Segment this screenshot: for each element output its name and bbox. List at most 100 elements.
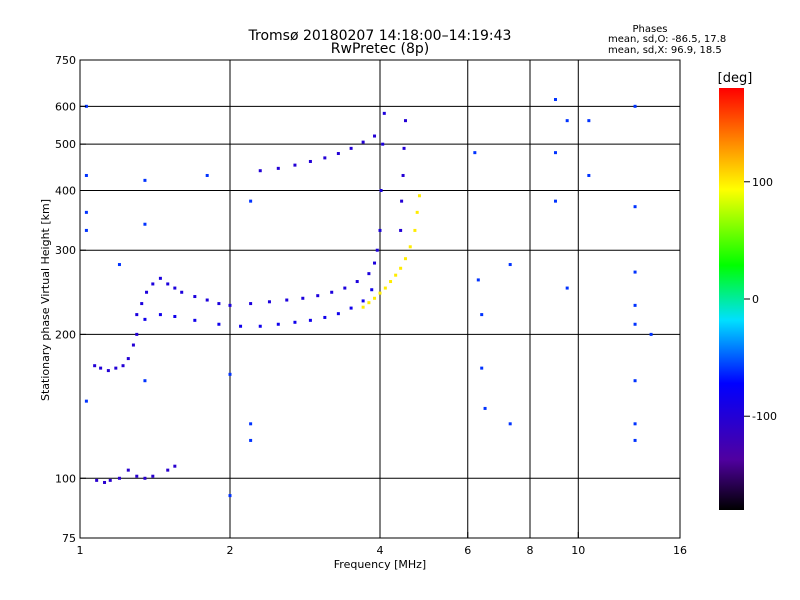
data-point — [285, 298, 289, 302]
data-point — [145, 290, 149, 294]
data-point — [401, 173, 405, 177]
data-point — [553, 199, 557, 203]
x-axis: 1 2 4 6 8 10 16 — [77, 532, 687, 557]
data-point — [249, 302, 253, 306]
data-point — [84, 210, 88, 214]
data-point — [508, 422, 512, 426]
data-point — [117, 476, 121, 480]
data-point — [267, 300, 271, 304]
data-point — [205, 298, 209, 302]
data-point — [173, 464, 177, 468]
data-point — [135, 313, 139, 317]
data-point — [373, 296, 377, 300]
data-point — [633, 270, 637, 274]
data-point — [367, 272, 371, 276]
data-point — [378, 291, 382, 295]
data-point — [126, 468, 130, 472]
data-point — [370, 288, 374, 292]
data-point — [228, 372, 232, 376]
phases-o-stats: mean, sd,O: -86.5, 17.8 — [608, 34, 726, 45]
data-point — [373, 134, 377, 138]
data-point — [121, 364, 125, 368]
data-point — [114, 366, 118, 370]
chart-title: Tromsø 20180207 14:18:00–14:19:43 — [248, 28, 512, 44]
chart-subtitle: RwPretec (8p) — [331, 41, 429, 57]
data-point — [361, 140, 365, 144]
colorbar-tick-label: 0 — [752, 293, 759, 306]
data-point — [349, 146, 353, 150]
y-tick-label: 400 — [55, 184, 76, 197]
data-point — [217, 322, 221, 326]
data-point — [117, 263, 121, 267]
data-point — [633, 422, 637, 426]
data-point — [131, 343, 135, 347]
data-point — [553, 151, 557, 155]
data-point — [367, 301, 371, 305]
x-tick-label: 1 — [77, 544, 84, 557]
colorbar — [719, 88, 744, 510]
data-point — [276, 322, 280, 326]
data-point — [301, 296, 305, 300]
data-point — [633, 379, 637, 383]
data-point — [316, 294, 320, 298]
x-tick-label: 2 — [227, 544, 234, 557]
data-point — [378, 228, 382, 232]
data-point — [143, 476, 147, 480]
data-point — [84, 104, 88, 108]
data-point — [126, 357, 130, 361]
data-point — [389, 280, 393, 284]
data-point — [151, 282, 155, 286]
y-axis-label: Stationary phase Virtual Height [km] — [39, 199, 52, 401]
y-tick-label: 100 — [55, 472, 76, 485]
data-point — [565, 119, 569, 123]
y-tick-label: 300 — [55, 244, 76, 257]
data-point — [151, 474, 155, 478]
data-point — [143, 178, 147, 182]
data-point — [217, 302, 221, 306]
data-point — [135, 332, 139, 336]
y-tick-label: 750 — [55, 54, 76, 67]
data-point — [633, 322, 637, 326]
y-tick-label: 600 — [55, 100, 76, 113]
data-point — [587, 173, 591, 177]
data-point — [293, 163, 297, 167]
data-point — [400, 199, 404, 203]
data-point — [249, 422, 253, 426]
data-point — [258, 324, 262, 328]
data-point — [394, 273, 398, 277]
data-point — [399, 266, 403, 270]
data-point — [476, 278, 480, 282]
data-point — [103, 480, 107, 484]
data-point — [193, 318, 197, 322]
data-point — [349, 306, 353, 310]
colorbar-ticks: 100 0 -100 — [744, 176, 777, 423]
data-point — [249, 438, 253, 442]
data-point — [143, 317, 147, 321]
data-points — [84, 98, 653, 498]
data-point — [95, 478, 99, 482]
data-point — [173, 286, 177, 290]
data-point — [308, 318, 312, 322]
data-point — [239, 324, 243, 328]
data-point — [361, 305, 365, 309]
data-point — [249, 199, 253, 203]
data-point — [361, 299, 365, 303]
data-point — [565, 286, 569, 290]
data-point — [399, 228, 403, 232]
data-point — [508, 263, 512, 267]
data-point — [193, 295, 197, 299]
data-point — [330, 290, 334, 294]
data-point — [323, 156, 327, 160]
data-point — [99, 366, 103, 370]
data-point — [84, 173, 88, 177]
data-point — [166, 468, 170, 472]
x-tick-label: 4 — [377, 544, 384, 557]
data-point — [166, 282, 170, 286]
x-tick-label: 8 — [527, 544, 534, 557]
colorbar-label: [deg] — [718, 71, 753, 86]
data-point — [633, 303, 637, 307]
data-point — [140, 302, 144, 306]
data-point — [633, 438, 637, 442]
data-point — [343, 286, 347, 290]
